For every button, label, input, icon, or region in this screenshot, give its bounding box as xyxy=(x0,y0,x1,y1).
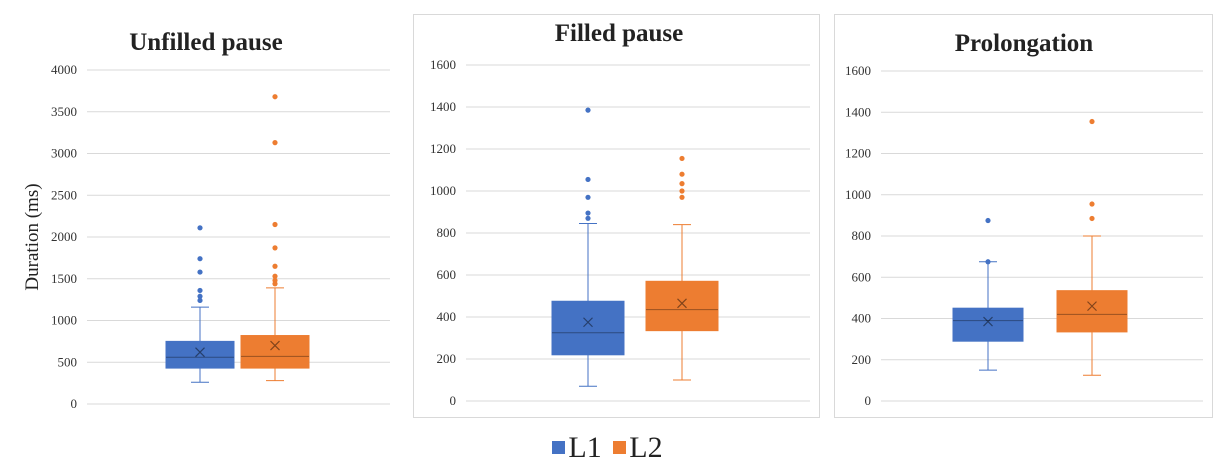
y-tick-label: 1400 xyxy=(845,104,871,119)
y-tick-label: 1500 xyxy=(51,271,77,286)
mean-marker xyxy=(195,347,205,358)
y-tick-label: 1200 xyxy=(845,146,871,161)
box-iqr xyxy=(1056,290,1128,333)
outlier-point xyxy=(1089,215,1095,222)
outlier-point xyxy=(985,259,991,265)
y-tick-label: 1600 xyxy=(845,63,871,78)
y-tick-label: 800 xyxy=(437,225,457,240)
outlier-point xyxy=(985,217,991,224)
y-tick-label: 3500 xyxy=(51,104,77,119)
box-l1 xyxy=(551,107,625,387)
outlier-point xyxy=(585,107,591,113)
box-iqr xyxy=(551,300,625,356)
mean-marker xyxy=(583,317,593,328)
y-axis-label: Duration (ms) xyxy=(22,183,43,290)
y-tick-label: 1600 xyxy=(430,57,456,72)
box-iqr xyxy=(165,340,235,369)
chart-panel-filled-pause: 0 200 400 600 800 1000 1200 1400 1600 Filled paus… xyxy=(413,14,820,418)
chart-prolongation: 0 200 400 600 800 1000 1200 1400 1600 Prolongatio… xyxy=(845,30,1203,408)
chart-panel-unfilled-pause: 0 500 1000 1500 2000 2500 3000 3500 4000 Unfilled… xyxy=(2,14,399,416)
box-iqr xyxy=(240,335,310,369)
y-tick-label: 400 xyxy=(437,309,457,324)
box-iqr xyxy=(952,307,1024,342)
y-tick-label: 600 xyxy=(437,267,457,282)
chart-panel-prolongation: 0 200 400 600 800 1000 1200 1400 1600 Prolongatio… xyxy=(834,14,1213,418)
y-tick-label: 0 xyxy=(71,396,78,411)
legend-label-l1: L1 xyxy=(568,430,602,464)
outlier-point xyxy=(272,94,278,100)
y-tick-label: 4000 xyxy=(51,62,77,77)
y-tick-label: 0 xyxy=(450,393,457,408)
legend-item-l2: L2 xyxy=(613,430,663,465)
y-tick-label: 0 xyxy=(865,393,872,408)
outlier-point xyxy=(197,269,203,275)
legend-swatch-l2 xyxy=(613,441,627,454)
outlier-point xyxy=(585,194,591,200)
outlier-point xyxy=(272,245,278,251)
y-tick-label: 400 xyxy=(852,311,872,326)
outlier-point xyxy=(272,140,278,146)
y-tick-label: 2000 xyxy=(51,229,77,244)
outlier-point xyxy=(197,293,203,299)
box-l2 xyxy=(645,155,719,381)
legend-swatch-l1 xyxy=(552,441,566,454)
outlier-point xyxy=(272,263,278,269)
y-tick-label: 3000 xyxy=(51,146,77,161)
y-tick-label: 1000 xyxy=(430,183,456,198)
outlier-point xyxy=(679,155,685,162)
mean-marker xyxy=(1087,301,1097,312)
mean-marker xyxy=(983,316,993,327)
chart-title: Unfilled pause xyxy=(129,29,283,56)
outlier-point xyxy=(272,277,278,284)
outlier-point xyxy=(1089,118,1095,125)
outlier-point xyxy=(679,188,685,194)
box-iqr xyxy=(645,280,719,332)
box-l1 xyxy=(165,225,235,383)
y-tick-label: 2500 xyxy=(51,187,77,202)
y-tick-label: 1000 xyxy=(51,313,77,328)
mean-marker xyxy=(270,340,280,351)
legend-item-l1: L1 xyxy=(552,430,602,465)
outlier-point xyxy=(1089,201,1095,207)
y-tick-label: 1000 xyxy=(845,187,871,202)
y-tick-label: 1200 xyxy=(430,141,456,156)
y-tick-label: 600 xyxy=(852,269,872,284)
chart-filled-pause: 0 200 400 600 800 1000 1200 1400 1600 Filled paus… xyxy=(430,20,810,408)
chart-title: Prolongation xyxy=(955,30,1094,57)
chart-unfilled-pause: 0 500 1000 1500 2000 2500 3000 3500 4000 Unfilled… xyxy=(22,29,390,411)
outlier-point xyxy=(272,221,278,228)
y-tick-label: 200 xyxy=(852,352,872,367)
box-l1 xyxy=(952,217,1024,371)
legend-label-l2: L2 xyxy=(629,430,663,464)
y-tick-label: 500 xyxy=(58,354,78,369)
outlier-point xyxy=(679,181,685,187)
outlier-point xyxy=(585,210,591,216)
outlier-point xyxy=(197,297,203,304)
outlier-point xyxy=(679,171,685,177)
outlier-point xyxy=(197,287,203,294)
outlier-point xyxy=(585,176,591,183)
y-tick-label: 200 xyxy=(437,351,457,366)
mean-marker xyxy=(677,298,687,309)
outlier-point xyxy=(197,225,203,231)
y-tick-label: 1400 xyxy=(430,99,456,114)
outlier-point xyxy=(585,215,591,221)
outlier-point xyxy=(272,273,278,279)
outlier-point xyxy=(197,256,203,262)
outlier-point xyxy=(679,194,685,200)
chart-title: Filled pause xyxy=(555,20,684,47)
box-l2 xyxy=(1056,118,1128,376)
box-l2 xyxy=(240,94,310,382)
chart-legend: L1 L2 xyxy=(0,428,1215,465)
y-tick-label: 800 xyxy=(852,228,872,243)
